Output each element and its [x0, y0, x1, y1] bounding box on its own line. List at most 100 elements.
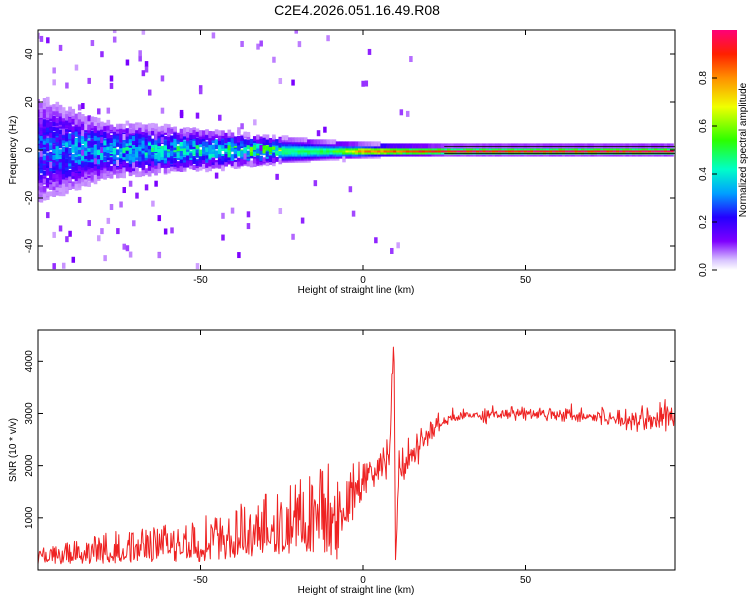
spectrogram-cell — [38, 158, 40, 164]
spectrogram-cell — [45, 107, 50, 113]
spectrogram-cell — [208, 131, 212, 137]
spectrogram-cell — [135, 172, 139, 178]
spectrogram-cell — [160, 148, 165, 154]
spectrogram-cell — [77, 136, 82, 142]
spectrogram-cell — [166, 168, 171, 174]
spectrogram-cell — [166, 161, 171, 167]
spectrogram-noise-cell — [81, 130, 85, 137]
spectrogram-cell — [173, 129, 177, 135]
spectrogram-noise-cell — [71, 256, 76, 263]
spectrogram-cell — [138, 127, 142, 133]
spectrogram-cell — [96, 159, 101, 165]
spectrogram-noise-cell — [58, 225, 63, 232]
spectrogram-cell — [74, 175, 79, 181]
spectrogram-cell — [144, 131, 149, 137]
spectrogram-cell — [233, 153, 238, 159]
spectrogram-noise-cell — [342, 156, 346, 163]
spectrogram-cell — [157, 126, 162, 132]
spectrogram-cell — [125, 138, 130, 144]
spectrogram-cell — [128, 137, 133, 143]
spectrogram-cell — [103, 122, 107, 128]
spectrogram-cell — [61, 133, 66, 139]
spectrogram-cell — [530, 143, 534, 149]
spectrogram-noise-cell — [240, 40, 244, 47]
spectrogram-cell — [227, 140, 232, 146]
spectrogram-cell — [96, 174, 101, 180]
spectrogram-cell — [163, 145, 168, 151]
spectrogram-cell — [192, 157, 197, 163]
spectrogram-noise-cell — [112, 30, 117, 34]
spectrogram-cell — [55, 184, 60, 190]
spectrogram-cell — [262, 140, 267, 146]
spectrogram-cell — [179, 136, 184, 142]
spectrogram-cell — [74, 119, 79, 125]
spectrogram-cell — [393, 143, 397, 149]
spectrogram-cell — [434, 143, 439, 149]
spectrogram-cell — [214, 129, 219, 135]
spectrogram-cell — [55, 101, 60, 107]
spectrogram-noise-cell — [396, 242, 400, 249]
spectrogram-cell — [237, 135, 241, 141]
spectrogram-cell — [275, 149, 279, 155]
spectrogram-cell — [138, 133, 142, 139]
spectrogram-cell — [612, 143, 617, 149]
spectrogram-noise-cell — [81, 149, 85, 156]
spectrogram-cell — [125, 131, 130, 137]
spectrogram-cell — [189, 160, 193, 166]
spectrogram-noise-cell — [141, 70, 146, 77]
spectrogram-cell — [151, 142, 155, 148]
spectrogram-cell — [55, 163, 60, 169]
spectrogram-cell — [195, 143, 200, 149]
spectrogram-cell — [160, 157, 165, 163]
spectrogram-cell — [246, 161, 251, 167]
spectrogram-cell — [74, 141, 79, 147]
spectrogram-cell — [192, 127, 197, 133]
spectrogram-cell — [112, 149, 117, 155]
spectrogram-cell — [284, 135, 289, 141]
spectrogram-noise-cell — [109, 75, 114, 82]
spectrogram-cell — [151, 147, 155, 153]
spectrogram-cell — [616, 143, 620, 149]
spectrogram-cell — [421, 143, 426, 149]
spectrogram-cell — [131, 140, 136, 146]
spectrogram-cell — [265, 161, 270, 167]
spectrogram-cell — [71, 181, 76, 187]
spectrogram-cell — [166, 155, 171, 161]
spectrogram-cell — [431, 143, 435, 149]
spectrogram-cell — [217, 134, 222, 140]
spectrogram-cell — [52, 131, 56, 137]
spectrogram-cell — [96, 135, 101, 141]
spectrogram-cell — [45, 177, 50, 183]
spectrogram-cell — [154, 123, 158, 129]
spectrogram-cell — [536, 143, 541, 149]
spectrogram-cell — [116, 137, 120, 143]
spectrogram-cell — [119, 143, 123, 149]
spectrogram-cell — [96, 131, 101, 137]
spectrogram-noise-cell — [390, 247, 394, 254]
spectrogram-cell — [90, 167, 95, 173]
spectrogram-cell — [93, 145, 98, 151]
spectrogram-cell — [131, 169, 136, 175]
spectrogram-cell — [147, 126, 152, 132]
spectrogram-cell — [157, 130, 162, 136]
spectrogram-cell — [469, 143, 474, 149]
spectrogram-cell — [52, 110, 56, 116]
spectrogram-cell — [71, 126, 76, 132]
spectrogram-cell — [122, 161, 126, 167]
spectrogram-cell — [256, 159, 260, 165]
spectrogram-cell — [230, 138, 235, 144]
spectrogram-cell — [42, 192, 47, 198]
spectrogram-cell — [345, 141, 349, 147]
spectrogram-cell — [157, 147, 162, 153]
spectrogram-cell — [49, 156, 53, 162]
spectrogram-cell — [38, 161, 40, 167]
spectrogram-cell — [135, 162, 139, 168]
spectrogram-y-axis: -40 -20 0 20 40 — [24, 48, 675, 253]
spectrogram-cell — [262, 134, 267, 140]
spectrogram-cell — [262, 148, 267, 154]
spectrogram-cell — [240, 158, 244, 164]
spectrogram-cell — [58, 143, 63, 149]
spectrogram-cell — [38, 196, 40, 202]
spectrogram-cell — [61, 113, 66, 119]
spectrogram-noise-cell — [294, 30, 298, 34]
